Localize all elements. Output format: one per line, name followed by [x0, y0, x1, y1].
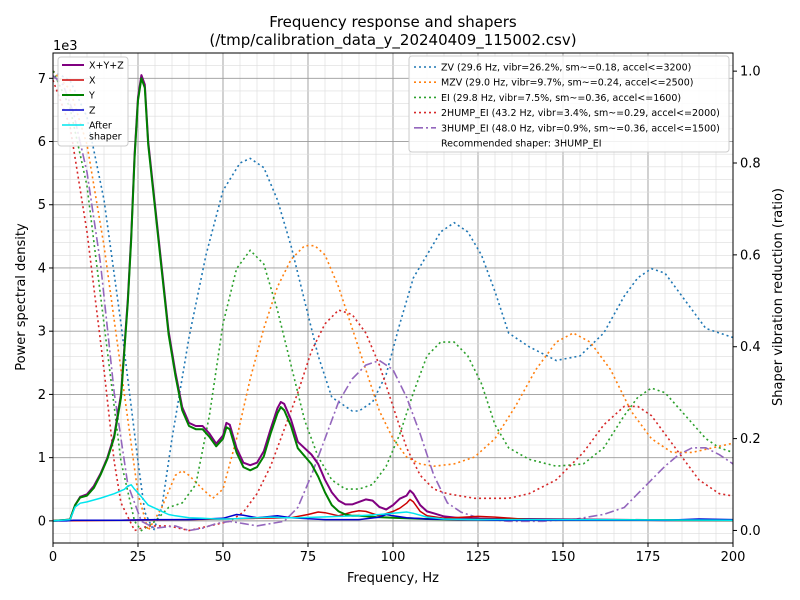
shaper-series-2 — [52, 70, 734, 532]
y-tick-label: 2 — [38, 388, 46, 403]
y-tick-label: 7 — [38, 72, 46, 87]
x-tick-label: 175 — [636, 550, 661, 565]
shaper-series-4 — [52, 75, 734, 532]
legend-psd-label: shaper — [89, 132, 122, 143]
series-layer — [52, 70, 734, 533]
ticks: 0 25 50 75 100 125 150 175 200 0 1 2 3 4 5 6 7 0.0 0.2 0.4 0… — [38, 65, 761, 565]
shaper-series-1 — [52, 70, 734, 533]
y-tick-label: 6 — [38, 135, 46, 150]
y2-tick-label: 0.8 — [740, 157, 761, 172]
recommended-shaper-note: Recommended shaper: 3HUMP_EI — [441, 139, 602, 150]
y-tick-label: 0 — [38, 514, 46, 529]
psd-series-2 — [52, 77, 734, 522]
y-tick-label: 5 — [38, 198, 46, 213]
grid — [52, 53, 734, 543]
x-tick-label: 200 — [721, 550, 746, 565]
y2-tick-label: 0.2 — [740, 432, 761, 447]
x-tick-label: 0 — [49, 550, 57, 565]
x-tick-label: 150 — [551, 550, 576, 565]
y2-tick-label: 0.0 — [740, 524, 761, 539]
psd-series-4 — [52, 484, 734, 522]
legend-shapers-box — [408, 55, 730, 153]
x-tick-label: 125 — [466, 550, 491, 565]
legend-shaper-label: EI (29.8 Hz, vibr=7.5%, sm~=0.36, accel<… — [441, 93, 681, 104]
x-axis-label: Frequency, Hz — [347, 571, 439, 586]
legend-psd-label: X+Y+Z — [89, 61, 124, 72]
legend-shaper-label: 3HUMP_EI (48.0 Hz, vibr=0.9%, sm~=0.36, … — [441, 123, 720, 134]
chart-subtitle: (/tmp/calibration_data_y_20240409_115002… — [209, 31, 576, 50]
x-tick-label: 25 — [130, 550, 147, 565]
legend-shaper-label: MZV (29.0 Hz, vibr=9.7%, sm~=0.24, accel… — [441, 78, 693, 89]
y-multiplier: 1e3 — [53, 39, 78, 54]
legend-shapers: ZV (29.6 Hz, vibr=26.2%, sm~=0.18, accel… — [408, 55, 730, 153]
x-tick-label: 100 — [381, 550, 406, 565]
y2-axis-label: Shaper vibration reduction (ratio) — [771, 188, 786, 406]
x-tick-label: 75 — [300, 550, 317, 565]
y-tick-label: 1 — [38, 451, 46, 466]
y2-tick-label: 1.0 — [740, 65, 761, 80]
y-axis-label: Power spectral density — [14, 223, 29, 371]
y-tick-label: 3 — [38, 325, 46, 340]
legend-shaper-label: ZV (29.6 Hz, vibr=26.2%, sm~=0.18, accel… — [441, 63, 691, 74]
legend-shaper-label: 2HUMP_EI (43.2 Hz, vibr=3.4%, sm~=0.29, … — [441, 108, 720, 119]
y-tick-label: 4 — [38, 261, 46, 276]
chart-title: Frequency response and shapers — [269, 13, 517, 31]
legend-psd-label: After — [89, 121, 112, 132]
legend-psd-label: X — [89, 76, 96, 87]
y2-tick-label: 0.4 — [740, 340, 761, 355]
legend-psd-label: Z — [89, 106, 96, 117]
legend-psd-label: Y — [88, 91, 95, 102]
shaper-series-3 — [52, 80, 734, 532]
x-tick-label: 50 — [215, 550, 232, 565]
y2-tick-label: 0.6 — [740, 248, 761, 263]
shaper-series-0 — [52, 70, 734, 533]
